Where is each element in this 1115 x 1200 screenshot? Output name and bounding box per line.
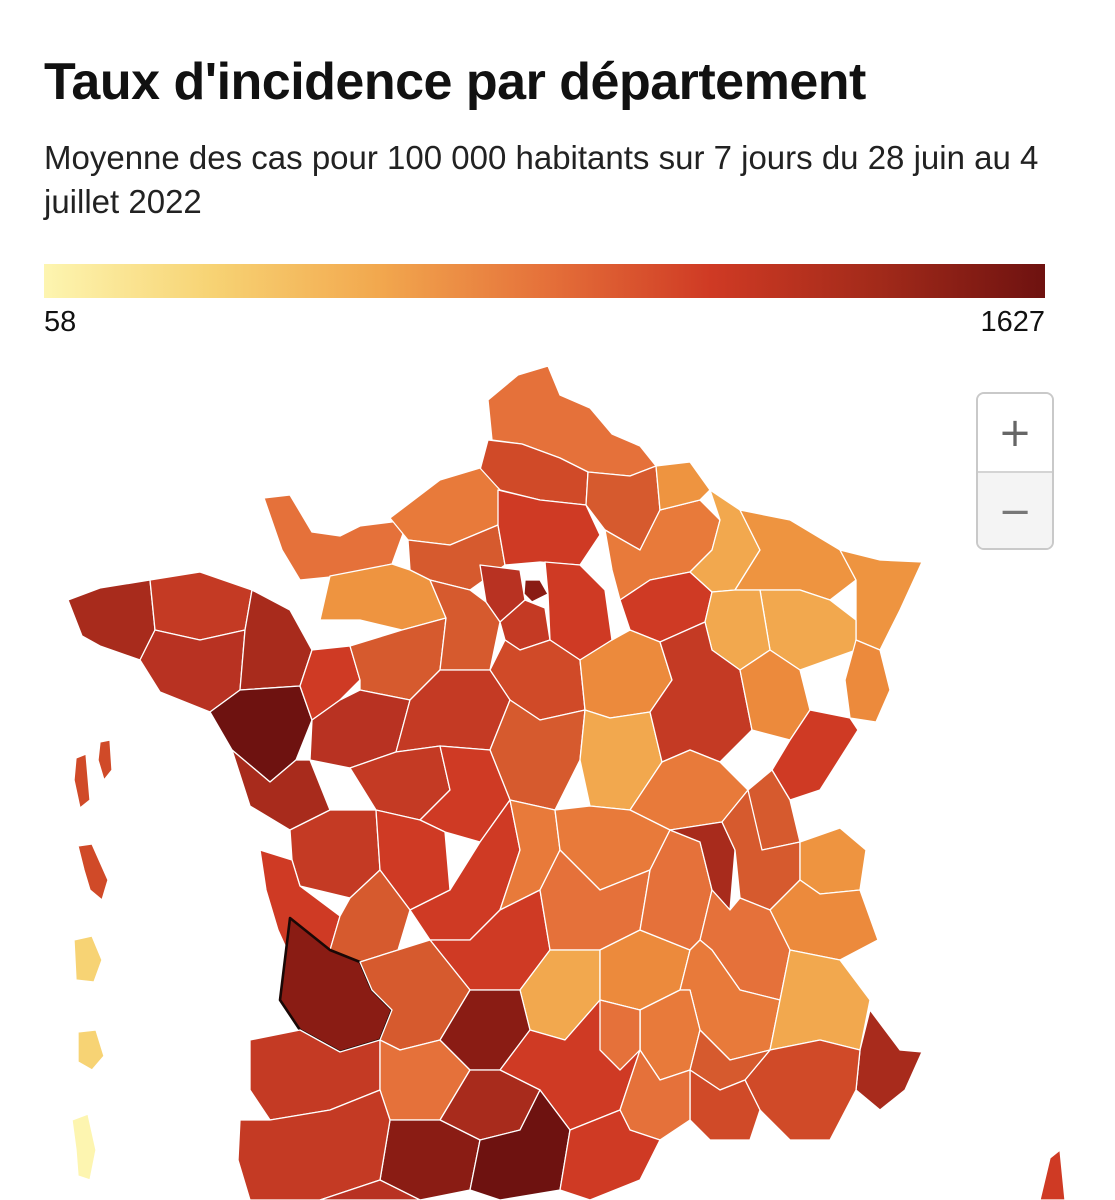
department-region-lozere [599, 999, 641, 1071]
island-corsica-tip [1039, 1149, 1066, 1200]
department-region-vendee [231, 749, 331, 831]
department-region-indre [419, 745, 511, 843]
department-region-haute-savoie [799, 827, 867, 895]
department-region-finistere [67, 579, 156, 661]
department-region-eure-et-loir [429, 579, 501, 671]
department-region-paris [523, 579, 549, 603]
zoom-out-button[interactable]: − [978, 473, 1052, 548]
france-department-map[interactable] [0, 350, 1115, 1200]
zoom-divider [978, 471, 1052, 473]
island-oleron [73, 935, 103, 983]
zoom-control: + − [976, 392, 1054, 550]
department-region-ardennes [655, 461, 711, 511]
island-south [71, 1113, 97, 1181]
department-region-hautes-pyrenees [319, 1179, 421, 1200]
island-re [77, 843, 109, 901]
island-noirmoutier [73, 753, 91, 809]
department-region-cotes-armor [149, 571, 253, 641]
map-title: Taux d'incidence par département [44, 53, 866, 111]
map-subtitle: Moyenne des cas pour 100 000 habitants s… [44, 139, 1039, 220]
department-region-alpes-maritimes [855, 1009, 923, 1111]
department-region-bouches-du-rhone [689, 1069, 761, 1141]
legend-max-value: 1627 [980, 306, 1045, 338]
department-region-herault [559, 1109, 661, 1200]
zoom-in-button[interactable]: + [978, 394, 1052, 471]
department-region-haut-rhin [844, 639, 891, 723]
department-region-ille-et-vilaine [239, 589, 313, 691]
island-belle-ile [97, 739, 113, 781]
department-region-pyrenees-atlantiques [237, 1089, 391, 1200]
legend-min-value: 58 [44, 306, 77, 338]
island-aix [77, 1029, 105, 1071]
department-region-bas-rhin [839, 549, 923, 651]
color-scale-legend [44, 264, 1045, 298]
